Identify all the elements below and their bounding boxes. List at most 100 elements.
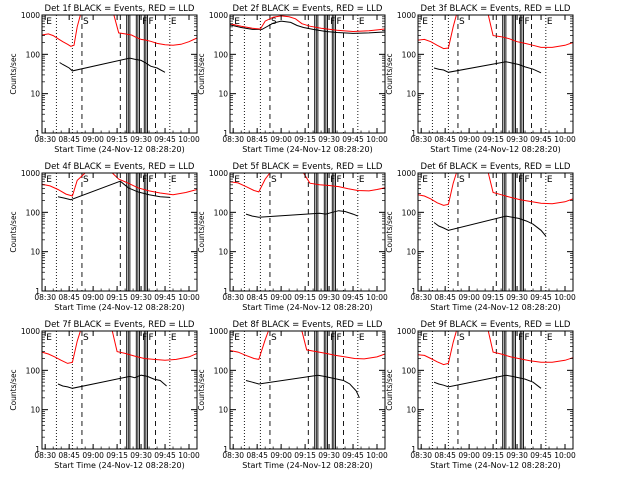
y-tick-label: 1 [223, 287, 228, 296]
x-tick-label: 10:00 [178, 451, 200, 460]
y-tick-label: 1 [411, 287, 416, 296]
x-tick-label: 09:45 [342, 135, 364, 144]
panel-title: Det 9f BLACK = Events, RED = LLD [421, 320, 571, 330]
marker-label: F [148, 333, 153, 343]
plot-frame [229, 330, 386, 450]
y-axis-label: Counts/sec [9, 369, 18, 410]
x-tick-label: 09:45 [154, 293, 176, 302]
panel-3: Det 3f BLACK = Events, RED = LLD E S F F E 1 10… [385, 4, 576, 154]
marker-label: E [422, 175, 428, 185]
marker-label: F [148, 175, 153, 185]
panel-title: Det 3f BLACK = Events, RED = LLD [421, 4, 571, 14]
y-tick-label: 10 [406, 406, 416, 415]
y-axis-label: Counts/sec [197, 53, 206, 94]
x-tick-label: 09:30 [130, 135, 152, 144]
x-tick-label: 08:30 [222, 135, 244, 144]
x-axis-label: Start Time (24-Nov-12 08:28:20) [430, 145, 560, 154]
x-axis-label: Start Time (24-Nov-12 08:28:20) [430, 303, 560, 312]
y-tick-label: 100 [214, 50, 229, 59]
series-line-lld [229, 330, 386, 360]
x-tick-label: 08:30 [222, 451, 244, 460]
y-axis-label: Counts/sec [385, 369, 394, 410]
plot-frame [417, 330, 574, 450]
x-tick-label: 09:15 [294, 135, 316, 144]
x-tick-label: 09:45 [342, 293, 364, 302]
panel-title: Det 4f BLACK = Events, RED = LLD [45, 162, 195, 172]
marker-label: E [547, 17, 553, 27]
series-line-lld [41, 172, 198, 197]
marker-label: S [459, 175, 465, 185]
x-tick-label: 08:45 [58, 451, 80, 460]
y-tick-label: 1 [223, 445, 228, 454]
x-axis-label: Start Time (24-Nov-12 08:28:20) [242, 145, 372, 154]
panel-5: Det 5f BLACK = Events, RED = LLD E S F F E 1 10… [197, 162, 388, 312]
y-tick-label: 100 [214, 366, 229, 375]
x-tick-label: 09:45 [342, 451, 364, 460]
marker-label: F [336, 17, 341, 27]
y-tick-label: 100 [26, 366, 41, 375]
y-tick-label: 100 [402, 366, 417, 375]
y-tick-label: 10 [30, 90, 40, 99]
plot-frame [229, 172, 386, 292]
x-tick-label: 09:30 [130, 293, 152, 302]
marker-label: S [271, 175, 277, 185]
y-tick-label: 1 [411, 129, 416, 138]
marker-label: S [83, 175, 89, 185]
x-tick-label: 10:00 [366, 135, 388, 144]
marker-label: F [148, 17, 153, 27]
x-tick-label: 09:30 [506, 293, 528, 302]
marker-label: F [142, 333, 147, 343]
y-tick-label: 1 [411, 445, 416, 454]
marker-label: S [271, 333, 277, 343]
y-axis-label: Counts/sec [197, 369, 206, 410]
plot-frame [41, 14, 198, 134]
marker-label: S [271, 17, 277, 27]
marker-label: E [46, 175, 52, 185]
series-line-events [57, 374, 167, 389]
marker-label: E [46, 333, 52, 343]
series-line-lld [229, 172, 386, 193]
plot-frame [41, 172, 198, 292]
y-tick-label: 1000 [21, 169, 40, 178]
plot-frame [417, 14, 574, 134]
panel-title: Det 2f BLACK = Events, RED = LLD [233, 4, 383, 14]
series-line-events [229, 20, 386, 34]
marker-label: F [524, 175, 529, 185]
x-tick-label: 09:00 [270, 135, 292, 144]
marker-label: F [518, 17, 523, 27]
marker-label: E [547, 175, 553, 185]
marker-label: F [518, 333, 523, 343]
x-tick-label: 08:45 [246, 451, 268, 460]
marker-label: F [336, 333, 341, 343]
y-axis-label: Counts/sec [197, 211, 206, 252]
marker-label: S [83, 333, 89, 343]
marker-label: E [422, 333, 428, 343]
y-tick-label: 1 [223, 129, 228, 138]
x-tick-label: 08:45 [434, 135, 456, 144]
marker-label: S [459, 333, 465, 343]
panel-title: Det 8f BLACK = Events, RED = LLD [233, 320, 383, 330]
y-axis-label: Counts/sec [385, 211, 394, 252]
x-axis-label: Start Time (24-Nov-12 08:28:20) [54, 303, 184, 312]
series-line-lld [229, 15, 386, 33]
panel-2: Det 2f BLACK = Events, RED = LLD E S F F E 1 10… [197, 4, 388, 154]
series-line-lld [417, 172, 574, 206]
series-line-events [433, 215, 547, 237]
marker-label: E [359, 17, 365, 27]
x-tick-label: 08:30 [34, 293, 56, 302]
x-tick-label: 10:00 [366, 293, 388, 302]
panel-1: Det 1f BLACK = Events, RED = LLD E S F F E 1 10… [9, 4, 200, 154]
y-tick-label: 100 [402, 50, 417, 59]
x-tick-label: 09:30 [506, 135, 528, 144]
x-tick-label: 09:45 [530, 135, 552, 144]
panel-4: Det 4f BLACK = Events, RED = LLD E S F F E 1 10… [9, 162, 200, 312]
x-tick-label: 08:30 [410, 451, 432, 460]
x-tick-label: 08:45 [58, 135, 80, 144]
x-tick-label: 10:00 [554, 135, 576, 144]
x-tick-label: 08:45 [246, 135, 268, 144]
x-tick-label: 08:45 [58, 293, 80, 302]
x-axis-label: Start Time (24-Nov-12 08:28:20) [242, 303, 372, 312]
x-tick-label: 09:00 [82, 135, 104, 144]
y-tick-label: 100 [214, 208, 229, 217]
